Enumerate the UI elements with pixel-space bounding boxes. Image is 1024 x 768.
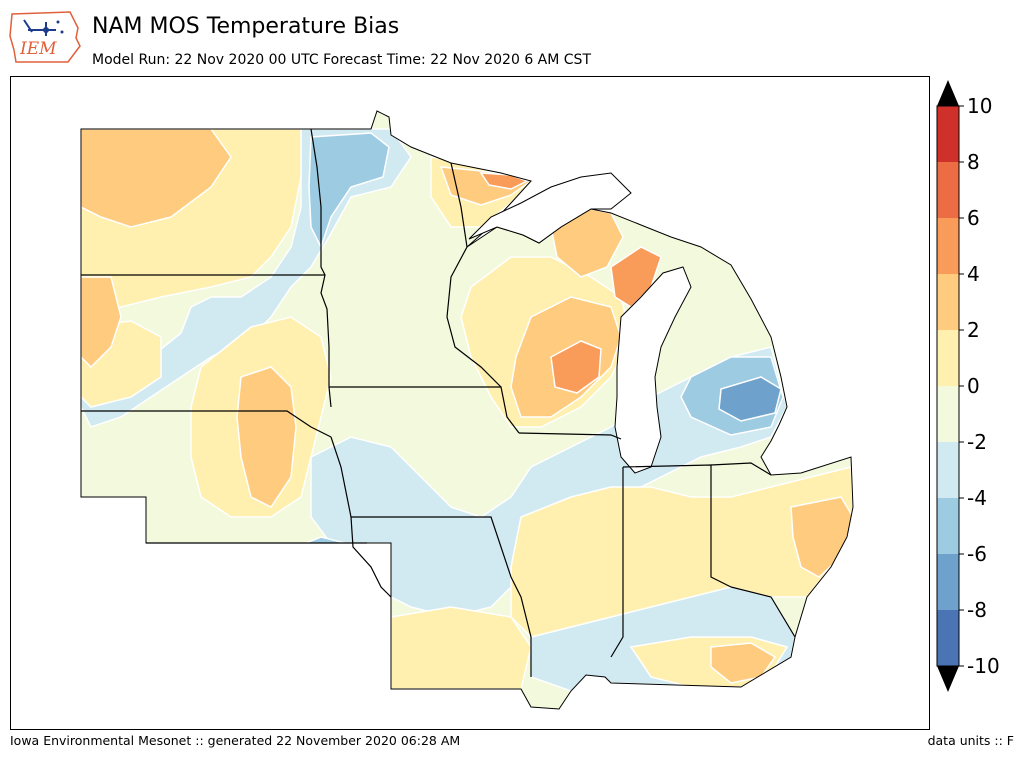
colorbar-tick-label: -10 xyxy=(967,654,1000,678)
contour-region xyxy=(145,612,188,638)
page-subtitle: Model Run: 22 Nov 2020 00 UTC Forecast T… xyxy=(92,52,591,68)
colorbar-tick-label: 6 xyxy=(967,206,980,230)
logo-text: IEM xyxy=(19,39,57,59)
footer-units: data units :: F xyxy=(927,733,1014,748)
contour-region xyxy=(81,128,232,228)
colorbar-segment xyxy=(937,274,959,331)
colorbar-segment xyxy=(937,610,959,667)
colorbar-tick-label: 10 xyxy=(967,94,992,118)
colorbar-tick-label: -4 xyxy=(967,486,987,510)
colorbar-segment xyxy=(937,386,959,443)
colorbar-segment xyxy=(937,330,959,387)
footer-generated: Iowa Environmental Mesonet :: generated … xyxy=(10,733,461,748)
colorbar-tick-label: 8 xyxy=(967,150,980,174)
contour-region xyxy=(270,536,382,638)
colorbar-segment xyxy=(937,498,959,555)
colorbar-segments xyxy=(937,106,959,667)
contour-region xyxy=(145,576,282,668)
colorbar-tick-label: -6 xyxy=(967,542,987,566)
contour-region xyxy=(290,550,342,588)
colorbar-tick-label: 2 xyxy=(967,318,980,342)
contour-region xyxy=(81,276,122,369)
colorbar-tick-label: 0 xyxy=(967,374,980,398)
contour-region xyxy=(790,496,853,578)
contour-region xyxy=(236,366,297,508)
contour-region xyxy=(308,132,390,249)
colorbar-tick-label: -2 xyxy=(967,430,987,454)
contour-region xyxy=(550,340,602,394)
page-title: NAM MOS Temperature Bias xyxy=(92,14,400,39)
contour-region xyxy=(390,606,532,690)
colorbar-segment xyxy=(937,554,959,611)
contour-region xyxy=(145,596,212,662)
map-frame xyxy=(10,76,930,730)
colorbar-segment xyxy=(937,218,959,275)
colorbar-segment xyxy=(937,162,959,219)
colorbar-tick-label: 4 xyxy=(967,262,980,286)
colorbar-tick-label: -8 xyxy=(967,598,987,622)
iem-logo: IEM xyxy=(8,6,84,66)
colorbar-segment xyxy=(937,106,959,163)
lake-michigan xyxy=(614,266,692,474)
contour-region xyxy=(718,376,782,422)
region-outline xyxy=(80,110,854,710)
lake-superior xyxy=(468,172,632,244)
state-borders xyxy=(81,128,796,677)
colorbar-over-triangle xyxy=(937,80,959,106)
bias-map xyxy=(80,110,854,710)
colorbar: 10 8 6 4 2 0 -2 -4 -6 -8 -10 xyxy=(935,78,1024,694)
colorbar-segment xyxy=(937,442,959,499)
colorbar-under-triangle xyxy=(937,666,959,692)
